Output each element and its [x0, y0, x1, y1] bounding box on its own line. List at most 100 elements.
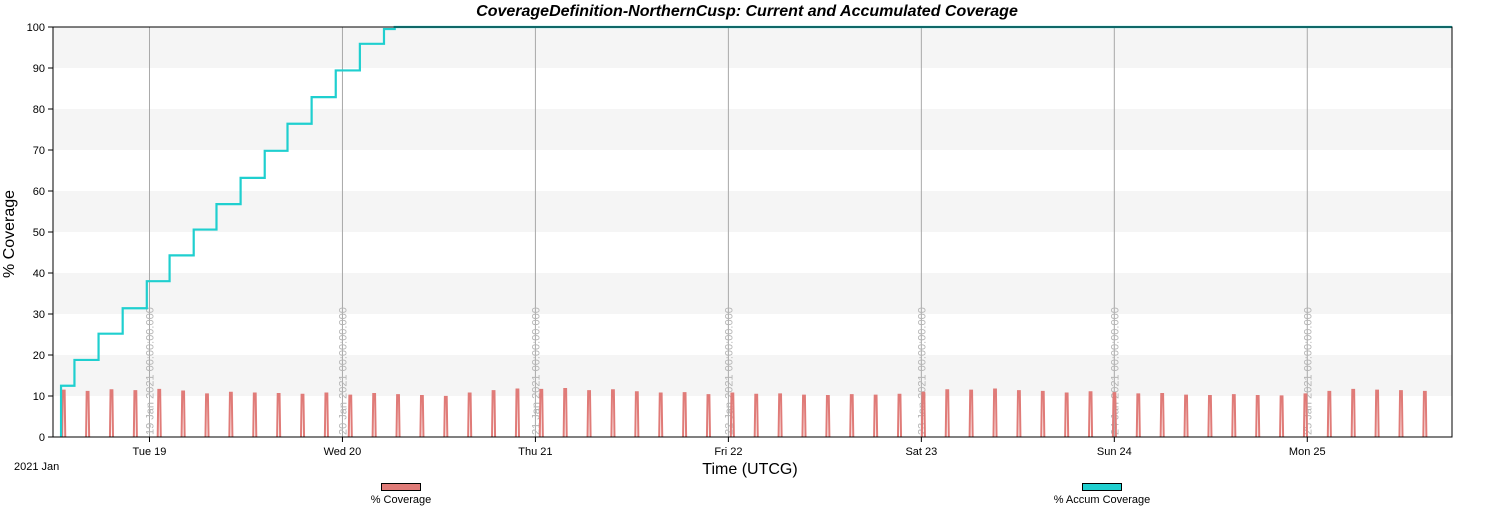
x-tick-label: Wed 20: [324, 446, 362, 458]
coverage-spike: [371, 392, 377, 438]
y-axis-ticks: 0 10 20 30 40 50 60 70 80 90 100: [27, 22, 53, 444]
coverage-spike: [204, 393, 210, 438]
coverage-spike: [514, 388, 520, 438]
y-tick-label: 20: [33, 350, 45, 362]
coverage-spike: [896, 393, 903, 438]
legend-label-accum-coverage: % Accum Coverage: [1053, 494, 1151, 506]
y-tick-label: 100: [27, 22, 45, 34]
coverage-spike: [180, 390, 186, 438]
coverage-spike: [1374, 389, 1380, 438]
coverage-spike: [156, 388, 162, 438]
legend-swatch-accum-coverage: [1082, 483, 1122, 491]
coverage-spike: [1255, 395, 1261, 438]
coverage-spike: [299, 393, 306, 438]
coverage-spike: [538, 388, 544, 438]
y-tick-label: 60: [33, 186, 45, 198]
coverage-spike: [1135, 393, 1141, 438]
grid-band: [53, 355, 1452, 396]
coverage-spike: [777, 393, 783, 438]
coverage-spike: [1088, 391, 1094, 438]
coverage-spike: [347, 394, 353, 438]
coverage-spike: [1159, 392, 1165, 438]
coverage-spike: [108, 389, 115, 438]
grid-band: [53, 273, 1452, 314]
coverage-spike: [968, 389, 974, 438]
y-tick-label: 30: [33, 309, 45, 321]
x-tick-label: Fri 22: [714, 446, 742, 458]
coverage-spike: [1326, 390, 1332, 438]
coverage-spike: [1398, 390, 1404, 438]
legend-label-coverage: % Coverage: [370, 494, 432, 506]
gridline-timestamp-label: 24 Jan 2021 00:00:00.000: [1109, 307, 1121, 435]
coverage-spike: [753, 393, 759, 438]
y-tick-label: 70: [33, 145, 45, 157]
coverage-spike: [729, 392, 735, 438]
legend-swatch-coverage: [381, 483, 421, 491]
y-tick-label: 50: [33, 227, 45, 239]
coverage-spike: [1350, 388, 1356, 438]
coverage-spike: [1111, 392, 1117, 438]
y-tick-label: 90: [33, 63, 45, 75]
x-axis-label: Time (UTCG): [702, 461, 797, 478]
coverage-spike: [1207, 395, 1213, 438]
x-tick-label: Mon 25: [1289, 446, 1326, 458]
coverage-spike: [1016, 390, 1022, 438]
coverage-spike: [1064, 392, 1070, 438]
chart-title: CoverageDefinition-NorthernCusp: Current…: [476, 3, 1018, 20]
coverage-spike: [944, 389, 950, 438]
coverage-spike: [1422, 390, 1428, 438]
coverage-spike: [1040, 390, 1046, 438]
coverage-spike: [992, 388, 998, 438]
x-tick-label: Thu 21: [518, 446, 552, 458]
coverage-spike: [658, 392, 664, 438]
y-tick-label: 80: [33, 104, 45, 116]
coverage-spike: [228, 391, 234, 438]
coverage-spike: [395, 394, 401, 438]
coverage-spike: [1302, 393, 1308, 438]
coverage-spike: [849, 394, 855, 438]
y-tick-label: 10: [33, 391, 45, 403]
y-axis-label: % Coverage: [1, 190, 18, 278]
coverage-spike: [1279, 395, 1285, 438]
coverage-spike: [491, 390, 497, 438]
x-tick-label: Tue 19: [133, 446, 167, 458]
coverage-spike: [920, 391, 926, 438]
x-tick-label: Sat 23: [905, 446, 937, 458]
coverage-spike: [705, 394, 711, 438]
grid-band: [53, 27, 1452, 68]
coverage-spike: [61, 389, 67, 438]
coverage-spike: [562, 388, 568, 438]
accum-coverage-line: [59, 25, 1452, 437]
coverage-spike: [586, 390, 592, 438]
y-tick-label: 40: [33, 268, 45, 280]
series-accum-coverage: [59, 25, 1452, 437]
coverage-spike: [443, 395, 449, 438]
coverage-spike: [801, 394, 807, 438]
coverage-spike: [323, 392, 329, 438]
coverage-spike: [467, 392, 473, 438]
coverage-spike: [276, 392, 282, 438]
legend-accum-coverage[interactable]: % Accum Coverage: [1042, 483, 1162, 506]
x-tick-label: Sun 24: [1097, 446, 1132, 458]
grid-band: [53, 191, 1452, 232]
year-label: 2021 Jan: [14, 461, 59, 473]
horizontal-bands: [53, 27, 1452, 396]
vertical-gridlines: [148, 27, 1308, 437]
legend-coverage[interactable]: % Coverage: [362, 483, 440, 506]
series-coverage: [61, 388, 1428, 438]
x-axis-ticks: Tue 19 Wed 20 Thu 21 Fri 22 Sat 23 Sun 24 Mon …: [133, 437, 1326, 458]
gridline-timestamp-label: 20 Jan 2021 00:00:00.000: [337, 307, 349, 435]
coverage-spike: [682, 392, 688, 438]
gridline-timestamp-label: 19 Jan 2021 00:00:00.000: [144, 307, 156, 435]
y-tick-label: 0: [39, 432, 45, 444]
coverage-spike: [873, 394, 879, 438]
coverage-spike: [1231, 394, 1237, 438]
coverage-spike: [634, 391, 640, 438]
coverage-spike: [419, 395, 425, 438]
coverage-spike: [252, 392, 258, 438]
grid-band: [53, 109, 1452, 150]
coverage-spike: [132, 390, 138, 438]
coverage-spike: [610, 389, 616, 438]
coverage-spike: [85, 390, 91, 438]
